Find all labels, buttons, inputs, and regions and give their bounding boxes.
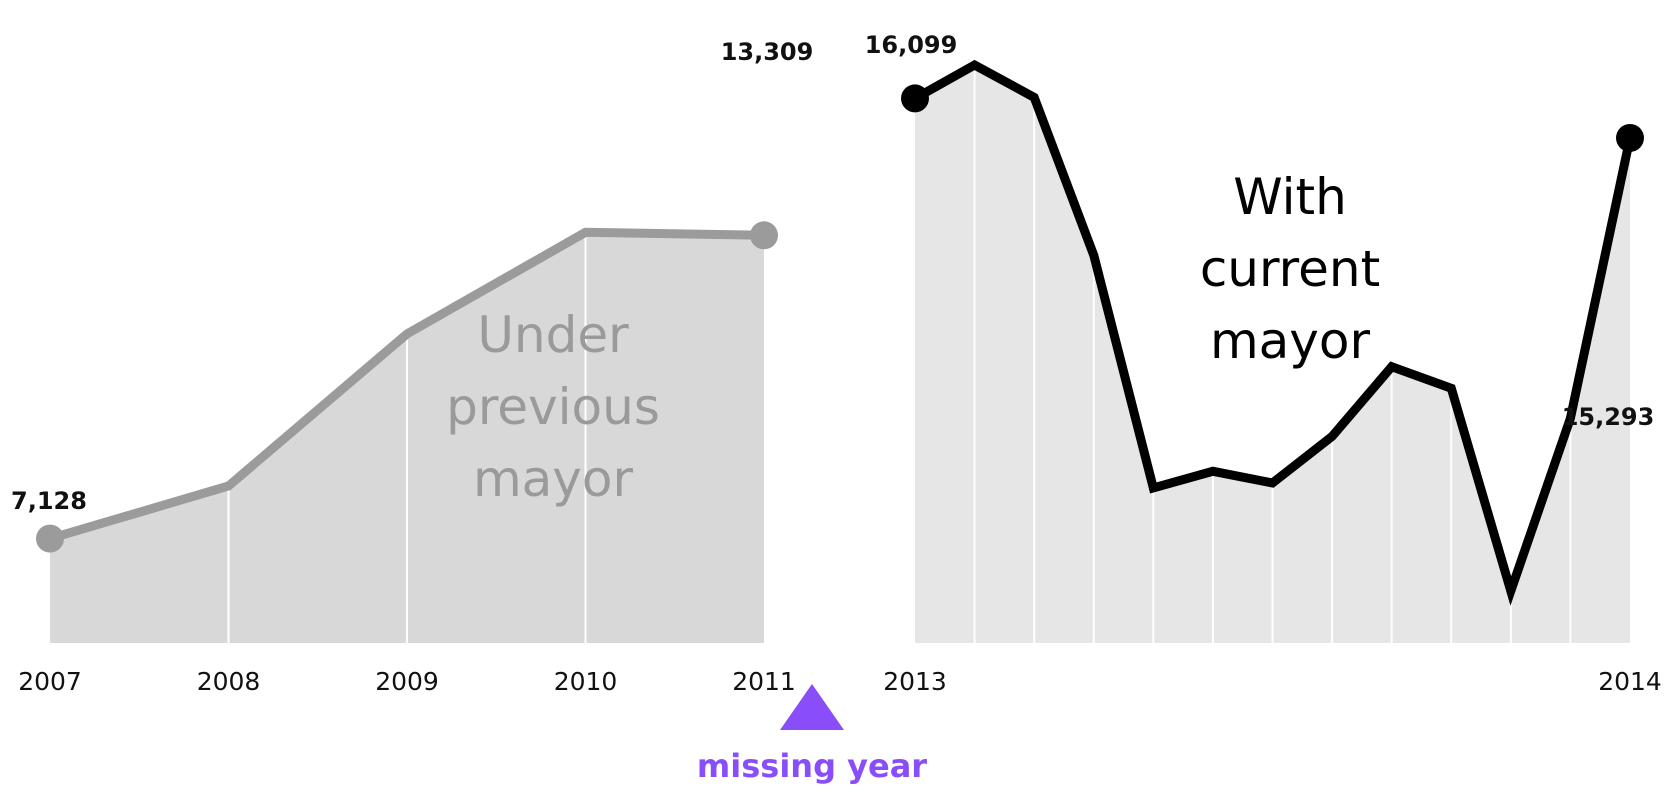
data-label-first: 16,099: [865, 31, 958, 59]
x-tick-label: 2010: [554, 667, 618, 696]
current-mayor-line: [912, 59, 1635, 606]
current-mayor-section-label-line: With: [1233, 168, 1347, 226]
x-tick-label: 2014: [1598, 667, 1662, 696]
previous-mayor-section-label-line: mayor: [473, 450, 634, 508]
previous-mayor-line: [48, 227, 765, 543]
current-mayor-panel: With current mayor 2013 2014 16,099 15,293: [865, 31, 1662, 696]
missing-year-annotation: missing year: [697, 684, 927, 785]
missing-year-triangle-icon: [780, 684, 844, 730]
data-label-last: 13,309: [721, 38, 814, 66]
data-label-last: 15,293: [1562, 403, 1655, 431]
previous-mayor-section-label-line: Under: [477, 306, 629, 364]
current-mayor-start-marker: [901, 84, 929, 113]
previous-mayor-start-marker: [36, 524, 64, 553]
missing-year-label: missing year: [697, 747, 927, 785]
x-tick-label: 2007: [18, 667, 82, 696]
x-tick-label: 2013: [883, 667, 947, 696]
x-tick-label: 2008: [197, 667, 261, 696]
previous-mayor-end-marker: [750, 221, 778, 250]
previous-mayor-panel: Under previous mayor 2007 2008 2009 2010 2011 7,…: [11, 38, 813, 696]
current-mayor-end-marker: [1616, 123, 1644, 152]
data-label-first: 7,128: [11, 487, 87, 515]
previous-mayor-section-label-line: previous: [446, 378, 660, 436]
current-mayor-section-label-line: current: [1200, 240, 1380, 298]
current-mayor-section-label-line: mayor: [1210, 312, 1371, 370]
x-tick-label: 2009: [375, 667, 439, 696]
x-tick-label: 2011: [732, 667, 796, 696]
